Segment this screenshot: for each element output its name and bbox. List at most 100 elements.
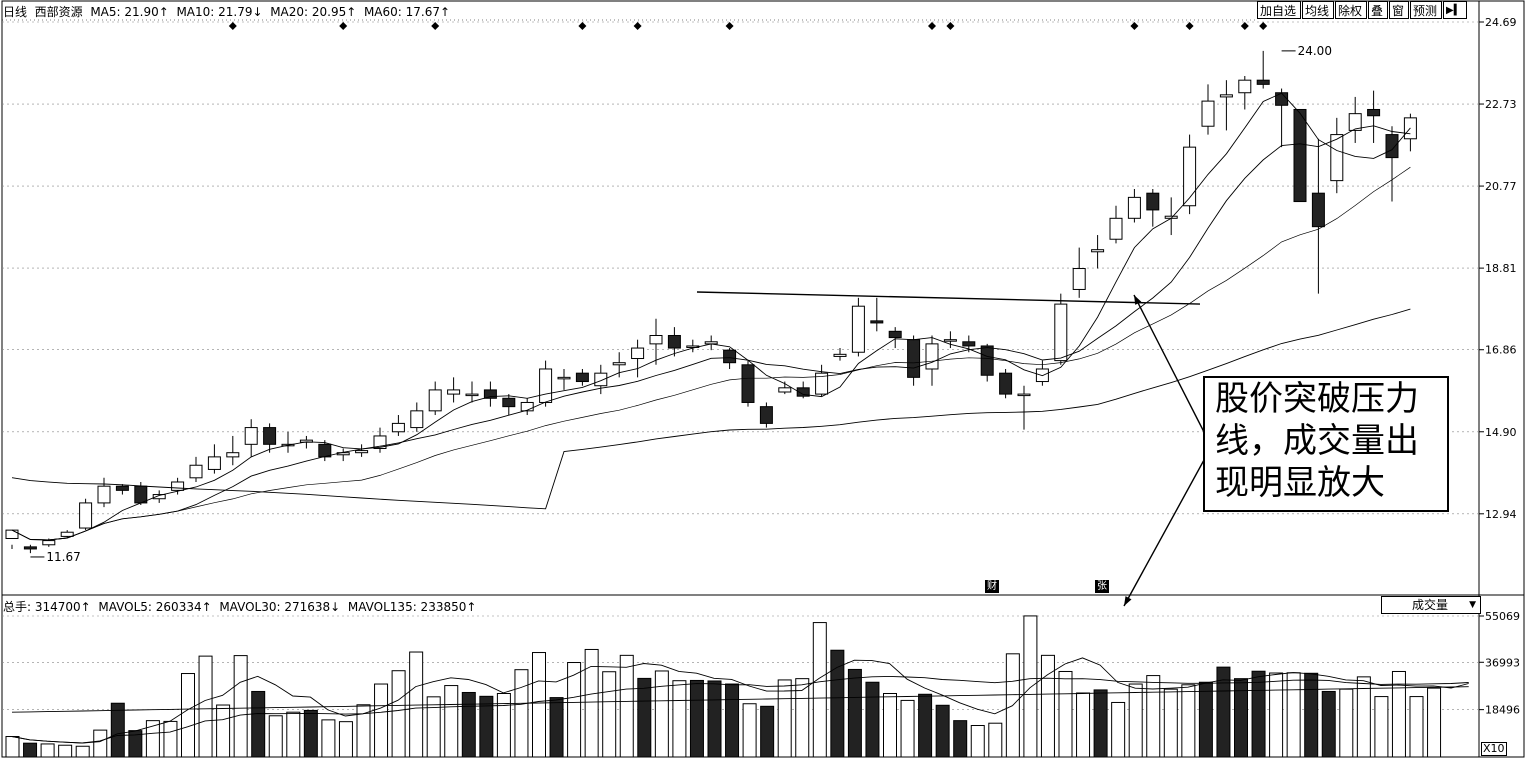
ma5-arrow: ↑ <box>158 5 169 19</box>
volume-bar-up <box>1111 701 1126 758</box>
chart-header: 日线 西部资源 MA5: 21.90↑ MA10: 21.79↓ MA20: 2… <box>3 3 450 20</box>
candle-up <box>42 540 56 546</box>
volume-tick-label: 36993 <box>1485 656 1520 669</box>
volume-bar-up <box>198 655 213 758</box>
ma10-label: MA10: 21.79 <box>176 5 253 19</box>
volume-bar-down <box>865 681 880 758</box>
volume-bar-up <box>602 671 617 758</box>
volume-bar-down <box>830 649 845 758</box>
volume-header: 总手: 314700↑ MAVOL5: 260334↑ MAVOL30: 271… <box>3 598 476 615</box>
candle-up <box>815 372 829 395</box>
candle-down <box>1385 134 1399 159</box>
volume-bar-up <box>900 699 915 758</box>
forecast-button[interactable]: 预测 <box>1410 1 1442 19</box>
cai-marker[interactable]: 财 <box>985 580 999 593</box>
candle-up <box>612 362 626 366</box>
candle-up <box>1017 393 1031 397</box>
candle-down <box>723 349 737 364</box>
zhang-marker[interactable]: 张 <box>1095 580 1109 593</box>
candle-down <box>23 546 37 550</box>
volume-bar-up <box>883 693 897 758</box>
candle-down <box>263 427 277 445</box>
volume-bar-up <box>777 679 792 758</box>
mavol5-label: MAVOL5: 260334 <box>98 600 202 614</box>
volume-bar-down <box>725 683 740 758</box>
candle-down <box>962 341 976 347</box>
volume-bar-up <box>5 736 20 758</box>
resistance-line <box>696 291 1201 305</box>
ma-line-button[interactable]: 均线 <box>1302 1 1334 19</box>
volume-bar-up <box>338 721 353 758</box>
candle-up <box>778 387 792 393</box>
price-tick-label: 24.69 <box>1485 16 1517 29</box>
candle-up <box>189 464 203 479</box>
candle-up <box>1330 134 1344 182</box>
stock-name: 西部资源 <box>34 5 83 19</box>
high-price-label: 24.00 <box>1298 44 1332 58</box>
candle-up <box>207 456 221 470</box>
volume-bar-down <box>1093 689 1108 758</box>
ma20-arrow: ↑ <box>346 5 357 19</box>
volume-bar-up <box>1339 688 1354 758</box>
exright-button[interactable]: 除权 <box>1335 1 1367 19</box>
volume-bar-up <box>1163 688 1178 758</box>
candle-down <box>907 339 921 378</box>
candle-down <box>870 320 884 324</box>
volume-bar-up <box>163 720 178 758</box>
candle-up <box>60 531 74 537</box>
volume-bar-down <box>689 679 704 758</box>
volume-bar-up <box>1286 672 1301 758</box>
annotation-arrow-volume <box>1123 459 1205 607</box>
price-tick-label: 22.73 <box>1485 98 1517 111</box>
volume-bar-up <box>584 648 599 758</box>
volume-bar-up <box>426 696 441 758</box>
volume-bar-up <box>145 720 160 758</box>
annotation-arrow-price <box>1133 294 1205 433</box>
volume-bar-up <box>1076 692 1091 758</box>
candle-up <box>1238 79 1252 94</box>
volume-bar-up <box>1391 670 1406 758</box>
chevron-down-icon: ▼ <box>1469 600 1476 610</box>
event-diamond <box>1259 22 1268 30</box>
ma60-arrow: ↑ <box>439 5 451 19</box>
candle-up <box>631 347 645 360</box>
candle-up <box>925 343 939 370</box>
volume-bar-down <box>461 691 476 758</box>
candle-down <box>796 387 810 397</box>
volume-bar-up <box>75 745 90 758</box>
total-arrow: ↑ <box>80 600 91 614</box>
candle-down <box>318 443 332 458</box>
volume-tick-label: 18496 <box>1485 704 1520 717</box>
volume-bar-down <box>251 690 266 758</box>
candle-down <box>1367 108 1381 117</box>
candle-down <box>115 485 129 491</box>
volume-bar-up <box>1146 675 1161 758</box>
volume-bar-up <box>58 744 73 758</box>
volume-tick-label: 55069 <box>1485 610 1520 623</box>
ma10-line <box>11 125 1411 541</box>
indicator-select[interactable]: 成交量 ▼ <box>1381 596 1481 614</box>
candle-up <box>391 422 405 433</box>
mavol135-line <box>11 686 1469 713</box>
volume-bar-up <box>619 654 634 758</box>
candle-up <box>1219 94 1233 98</box>
candle-down <box>1293 108 1307 203</box>
volume-bar-up <box>532 652 546 758</box>
event-diamond <box>1185 22 1194 30</box>
volume-bar-up <box>233 655 248 758</box>
overlay-button[interactable]: 叠 <box>1368 1 1388 19</box>
candle-up <box>649 334 663 345</box>
volume-bar-up <box>268 715 283 758</box>
volume-bar-down <box>110 702 125 758</box>
add-watchlist-button[interactable]: 加自选 <box>1257 1 1301 19</box>
mavol5-line <box>11 657 1469 744</box>
ma20-label: MA20: 20.95 <box>270 5 347 19</box>
candle-up <box>1201 100 1215 127</box>
window-button[interactable]: 窗 <box>1389 1 1409 19</box>
volume-bar-up <box>1269 672 1284 758</box>
annotation-box: 股价突破压力 线，成交量出 现明显放大 <box>1203 376 1449 512</box>
candle-up <box>447 389 461 395</box>
exit-icon[interactable]: ▶▍ <box>1443 1 1467 19</box>
volume-bar-up <box>181 673 195 758</box>
